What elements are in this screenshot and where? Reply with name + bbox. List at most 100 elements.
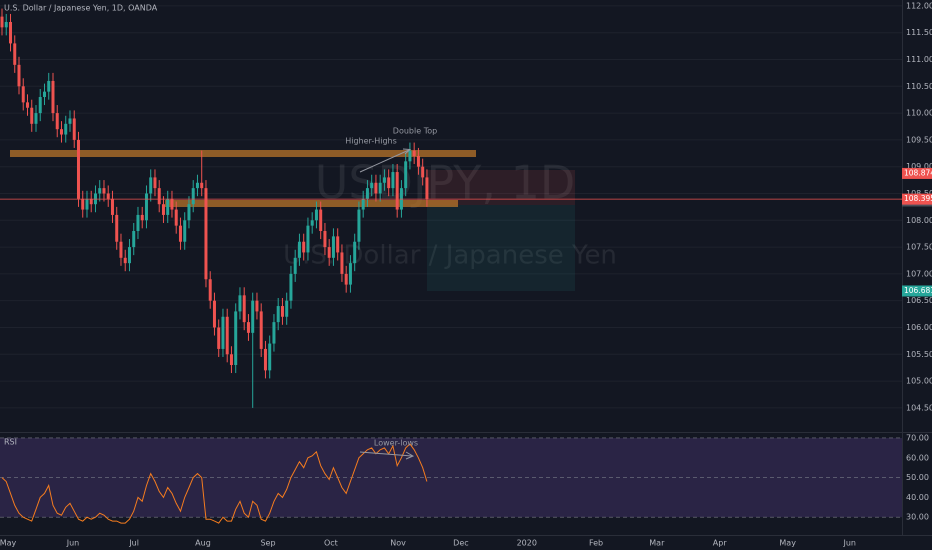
candle-body — [319, 209, 323, 232]
x-tick-label: Jul — [128, 539, 139, 548]
candle-body — [242, 295, 246, 323]
candle-body — [178, 225, 182, 242]
rsi-tick-label: 70.00 — [906, 433, 929, 442]
y-tick-label: 105.500 — [906, 350, 932, 359]
rsi-tick-label: 30.00 — [906, 513, 929, 522]
candle-body — [51, 80, 55, 114]
candle-body — [310, 220, 314, 226]
candle-body — [314, 209, 318, 221]
y-tick-label: 107.500 — [906, 243, 932, 252]
x-tick-label: May — [0, 539, 17, 548]
y-tick-label: 105.000 — [906, 377, 932, 386]
candle-body — [357, 209, 361, 242]
rsi-pane — [0, 437, 902, 524]
candle-body — [106, 193, 110, 199]
support-zone — [165, 200, 458, 207]
candle-body — [144, 193, 148, 221]
candle-body — [123, 257, 127, 264]
candle-body — [119, 241, 123, 258]
candle-body — [59, 129, 63, 135]
y-tick-label: 110.000 — [906, 109, 932, 118]
candle-body — [34, 113, 38, 124]
candle-body — [21, 86, 25, 103]
candle-body — [412, 150, 416, 156]
candle-body — [72, 118, 76, 140]
y-tick-label: 111.500 — [906, 28, 932, 37]
candle-body — [38, 97, 42, 114]
annotation: Higher-Highs — [345, 137, 397, 146]
arrow-head — [402, 148, 412, 155]
candle-body — [255, 300, 259, 312]
candle-body — [361, 198, 365, 210]
annotation: Lower-lows — [374, 439, 418, 448]
candle-body — [64, 123, 68, 135]
candle-body — [416, 155, 420, 167]
candle-body — [161, 204, 165, 215]
x-tick-label: May — [779, 539, 796, 548]
candle-body — [289, 273, 293, 301]
candle-body — [30, 107, 34, 124]
x-tick-label: 2020 — [517, 539, 537, 548]
candle-body — [268, 343, 272, 371]
candle-body — [42, 91, 46, 98]
candle-body — [25, 102, 29, 108]
candle-body — [378, 182, 382, 194]
candle-body — [17, 64, 21, 87]
candle-body — [174, 209, 178, 226]
y-tick-label: 108.500 — [906, 189, 932, 198]
candle-body — [340, 252, 344, 274]
y-tick-label: 108.000 — [906, 216, 932, 225]
candle-body — [280, 306, 284, 317]
candle-body — [259, 311, 263, 349]
candle-body — [353, 241, 357, 264]
candle-body — [251, 300, 255, 333]
candle-body — [276, 306, 280, 323]
candle-body — [140, 214, 144, 221]
candle-body — [200, 182, 204, 189]
candle-body — [55, 113, 59, 130]
candle-body — [387, 177, 391, 189]
candle-body — [225, 316, 229, 355]
candle-body — [170, 198, 174, 210]
candle-body — [102, 188, 106, 194]
candle-body — [302, 241, 306, 253]
trend-arrow — [359, 451, 413, 457]
candle-body — [4, 21, 8, 28]
candle-body — [238, 295, 242, 312]
candle-body — [47, 80, 51, 92]
candle-body — [263, 348, 267, 371]
x-tick-label: Feb — [589, 539, 603, 548]
y-tick-label: 109.000 — [906, 162, 932, 171]
candle-body — [272, 322, 276, 344]
candle-body — [89, 198, 93, 205]
y-tick-label: 106.000 — [906, 323, 932, 332]
target-box — [427, 205, 575, 291]
last-price-label: 108.395 — [904, 194, 932, 203]
y-tick-label: 111.000 — [906, 55, 932, 64]
candles — [0, 8, 902, 408]
y-tick-label: 107.000 — [906, 269, 932, 278]
candle-body — [391, 172, 395, 189]
candle-body — [293, 257, 297, 274]
candle-body — [212, 300, 216, 328]
price-label-bg — [902, 285, 932, 297]
candle-body — [374, 182, 378, 194]
candle-body — [81, 198, 85, 210]
candle-body — [336, 236, 340, 253]
x-tick-label: Mar — [649, 539, 665, 548]
candle-body — [370, 182, 374, 189]
annotation: Double Top — [393, 127, 437, 136]
candle-body — [246, 322, 250, 333]
candle-body — [166, 198, 170, 215]
trend-arrow — [359, 149, 410, 173]
candle-body — [306, 225, 310, 253]
candle-body — [195, 182, 199, 189]
candle-body — [110, 198, 114, 215]
rsi-tick-label: 50.00 — [906, 473, 929, 482]
x-tick-label: Dec — [453, 539, 468, 548]
candle-body — [404, 161, 408, 189]
resistance-zone — [10, 150, 476, 157]
